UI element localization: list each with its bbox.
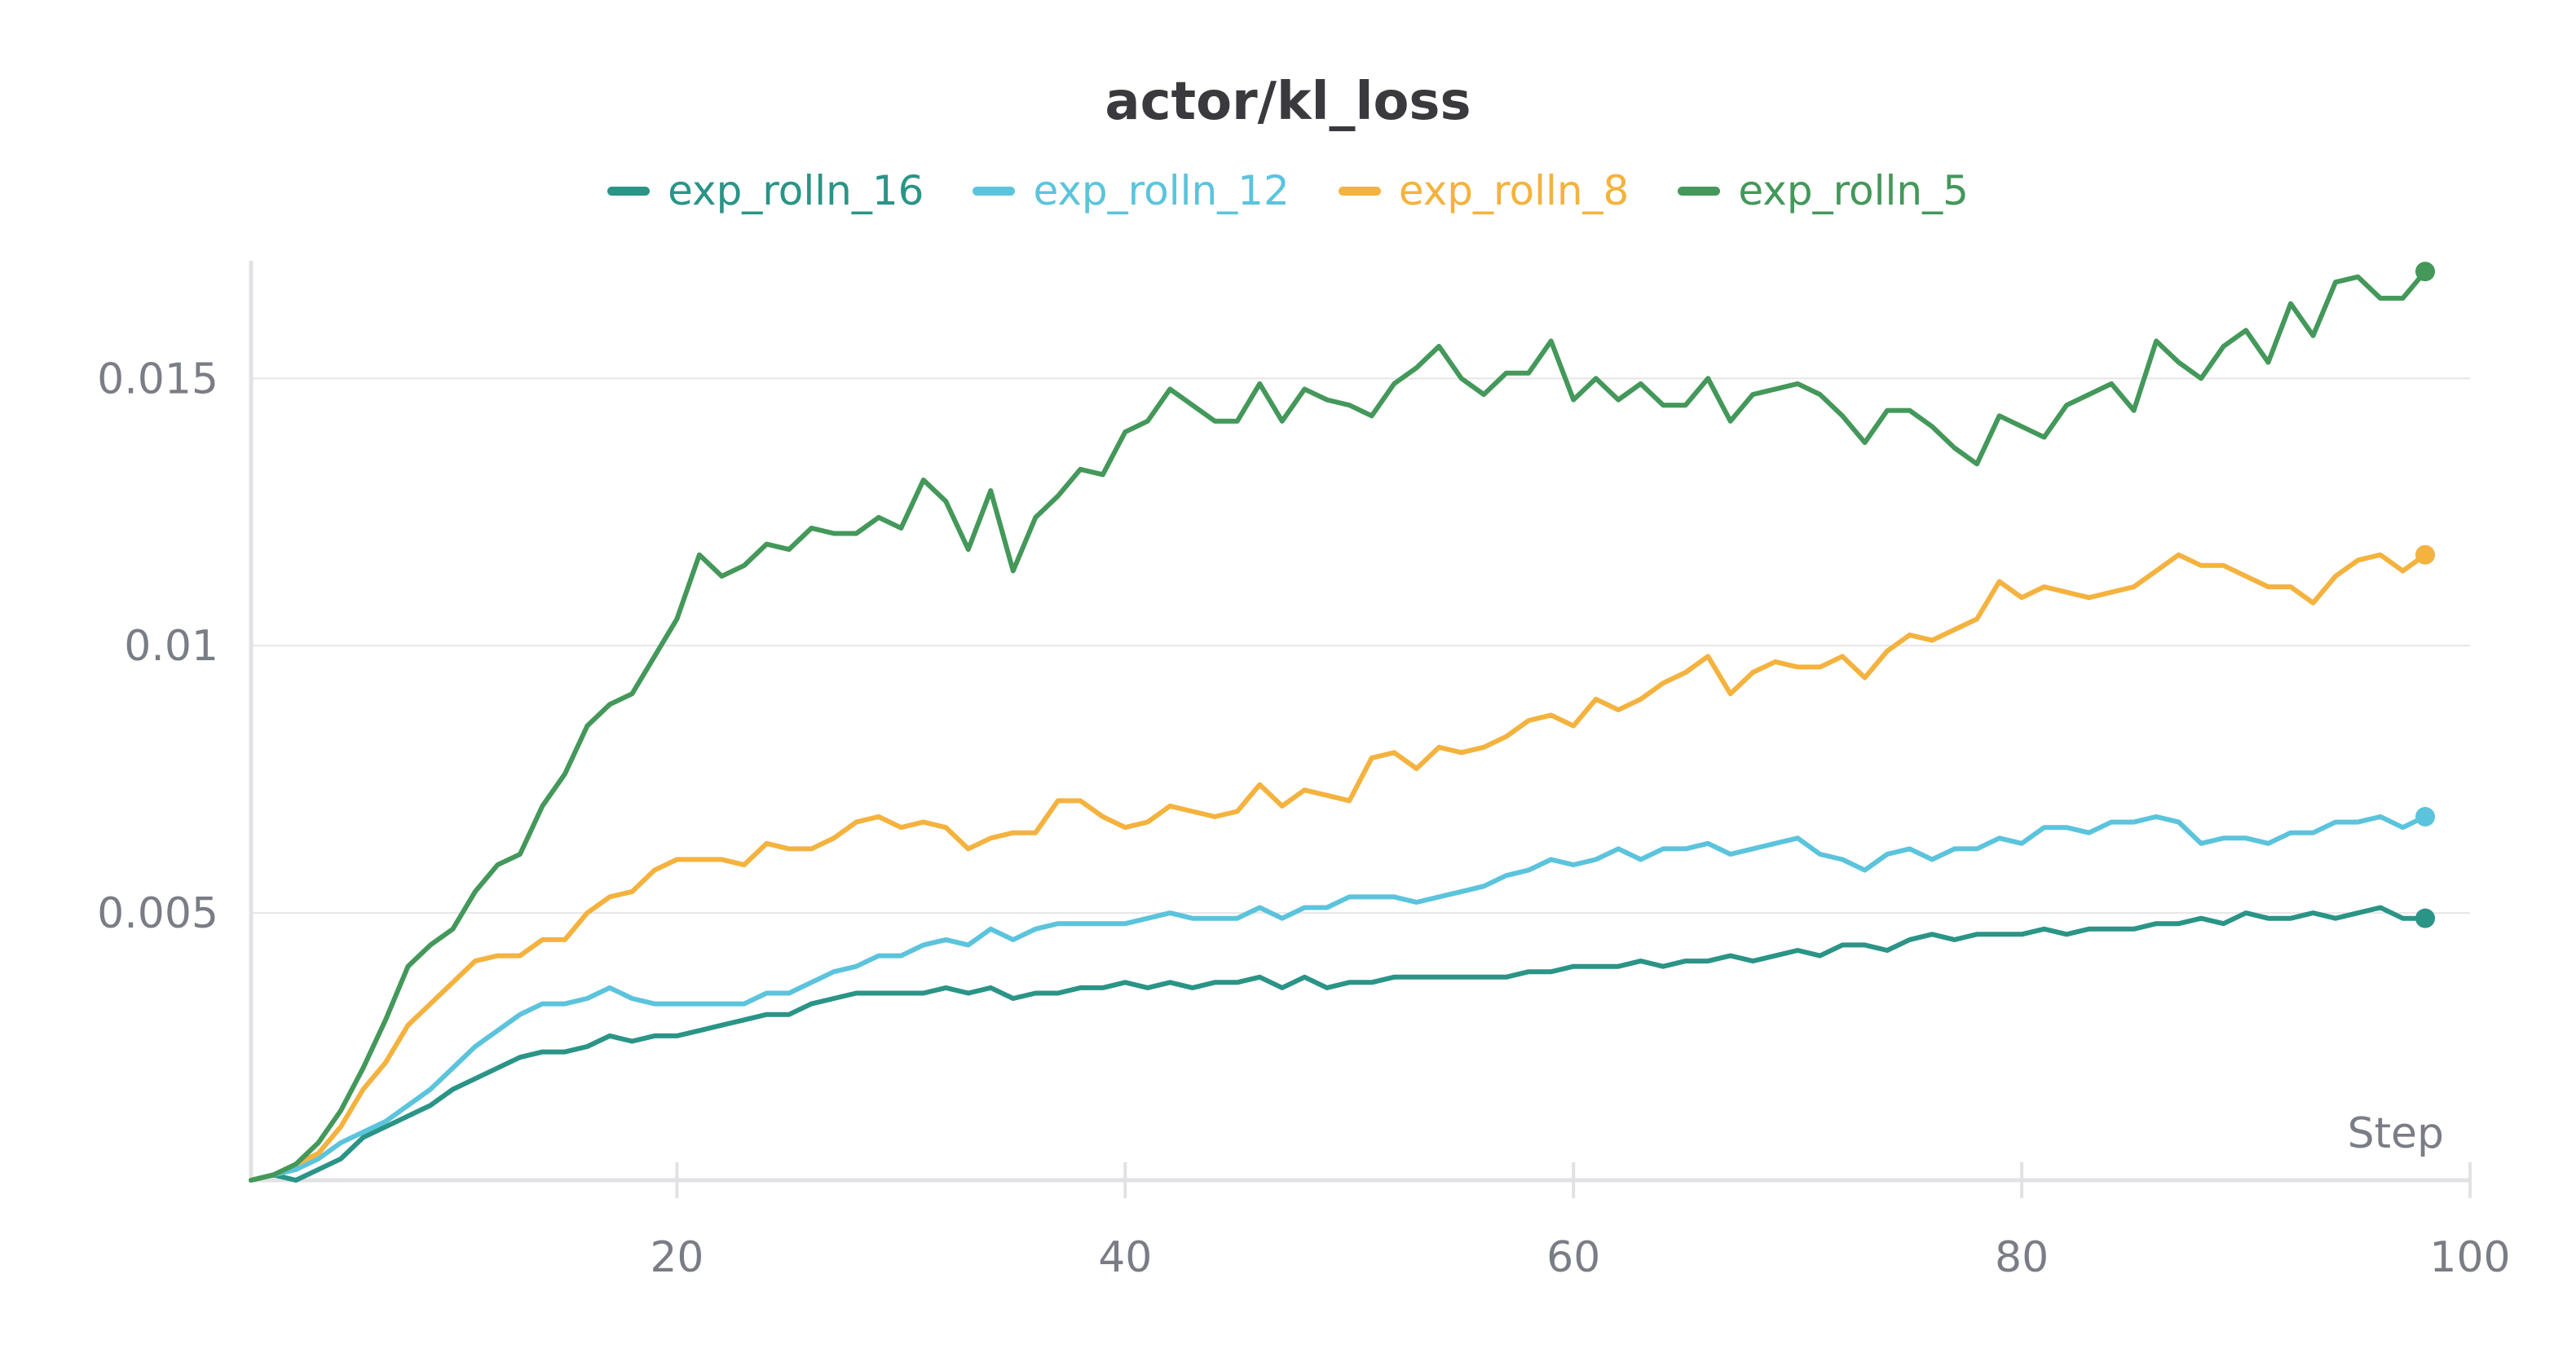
legend-swatch-exp-rolln-12 — [973, 186, 1016, 196]
legend-item-exp-rolln-8[interactable]: exp_rolln_8 — [1338, 167, 1630, 214]
series-line-exp-rolln-12 — [249, 814, 2428, 1183]
x-tick-label: 60 — [1546, 1233, 1600, 1282]
legend-item-exp-rolln-12[interactable]: exp_rolln_12 — [973, 167, 1290, 214]
x-tick-label: 40 — [1098, 1233, 1152, 1282]
x-tick-label: 80 — [1995, 1233, 2049, 1282]
series-line-exp-rolln-8 — [249, 552, 2428, 1183]
legend-label-exp-rolln-16: exp_rolln_16 — [668, 167, 924, 214]
series-line-exp-rolln-5 — [249, 269, 2428, 1183]
series-end-point-exp-rolln-16 — [2415, 908, 2436, 928]
y-tick-label: 0.01 — [124, 622, 218, 671]
series-line-exp-rolln-16 — [249, 905, 2428, 1183]
legend-item-exp-rolln-16[interactable]: exp_rolln_16 — [607, 167, 924, 214]
x-axis-label: Step — [2348, 1109, 2444, 1158]
legend-swatch-exp-rolln-8 — [1338, 186, 1381, 196]
x-tick-label: 20 — [650, 1233, 704, 1282]
legend-swatch-exp-rolln-5 — [1678, 186, 1721, 196]
x-tick-label: 100 — [2429, 1233, 2510, 1282]
y-tick-label: 0.005 — [97, 889, 218, 938]
legend-item-exp-rolln-5[interactable]: exp_rolln_5 — [1678, 167, 1969, 214]
legend-label-exp-rolln-8: exp_rolln_8 — [1398, 167, 1630, 214]
chart-title: actor/kl_loss — [1105, 72, 1471, 132]
series-end-point-exp-rolln-8 — [2415, 544, 2436, 565]
legend: exp_rolln_16 exp_rolln_12 exp_rolln_8 ex… — [0, 167, 2576, 214]
series-end-point-exp-rolln-12 — [2415, 807, 2436, 827]
legend-label-exp-rolln-12: exp_rolln_12 — [1033, 167, 1290, 214]
legend-swatch-exp-rolln-16 — [607, 186, 651, 196]
series-end-point-exp-rolln-5 — [2415, 262, 2436, 282]
y-tick-label: 0.015 — [97, 355, 218, 403]
legend-label-exp-rolln-5: exp_rolln_5 — [1738, 167, 1969, 214]
